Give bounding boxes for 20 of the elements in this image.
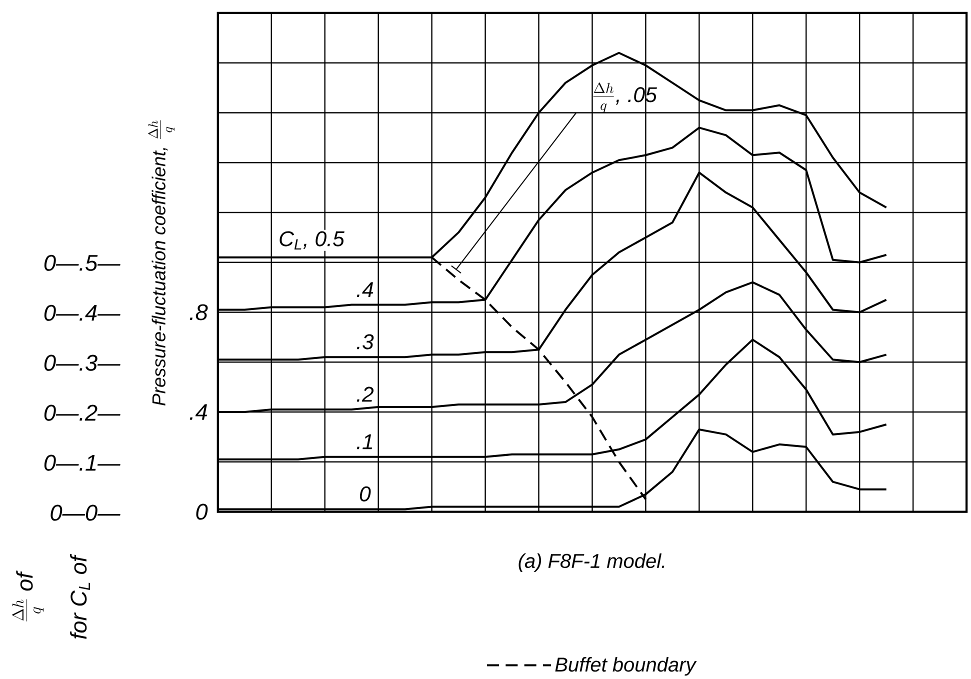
legend-label: Buffet boundary: [555, 657, 697, 676]
y-tick-label: .8: [190, 304, 208, 320]
y-axis-title: $\textit{Pressure-fluctuation coefficient,}\ \frac{\Delta h}{q}$: [148, 120, 174, 406]
text: $\frac{\Delta h}{q}\ \textit{of}$: [12, 570, 44, 622]
text: 0—.5—: [44, 254, 120, 271]
y-tick-label: .4: [190, 404, 208, 420]
series-label: .2: [356, 386, 374, 402]
text: 0—.4—: [44, 304, 120, 321]
text: 0—.1—: [44, 454, 120, 471]
text: 0—.2—: [44, 404, 120, 421]
text: (a) F8F-1 model.: [518, 553, 664, 572]
text: 0—.3—: [44, 354, 120, 371]
y-tick-label: 0: [196, 504, 208, 520]
series-label: .4: [356, 282, 374, 298]
series-label: C$_{L}$, 0.5: [280, 231, 344, 250]
series-label: .3: [356, 334, 374, 350]
series-label: 0: [360, 486, 371, 502]
text: for C$_{L}$ of: [70, 554, 90, 639]
series-label: .1: [356, 434, 372, 450]
text: 0—0—: [50, 504, 120, 521]
